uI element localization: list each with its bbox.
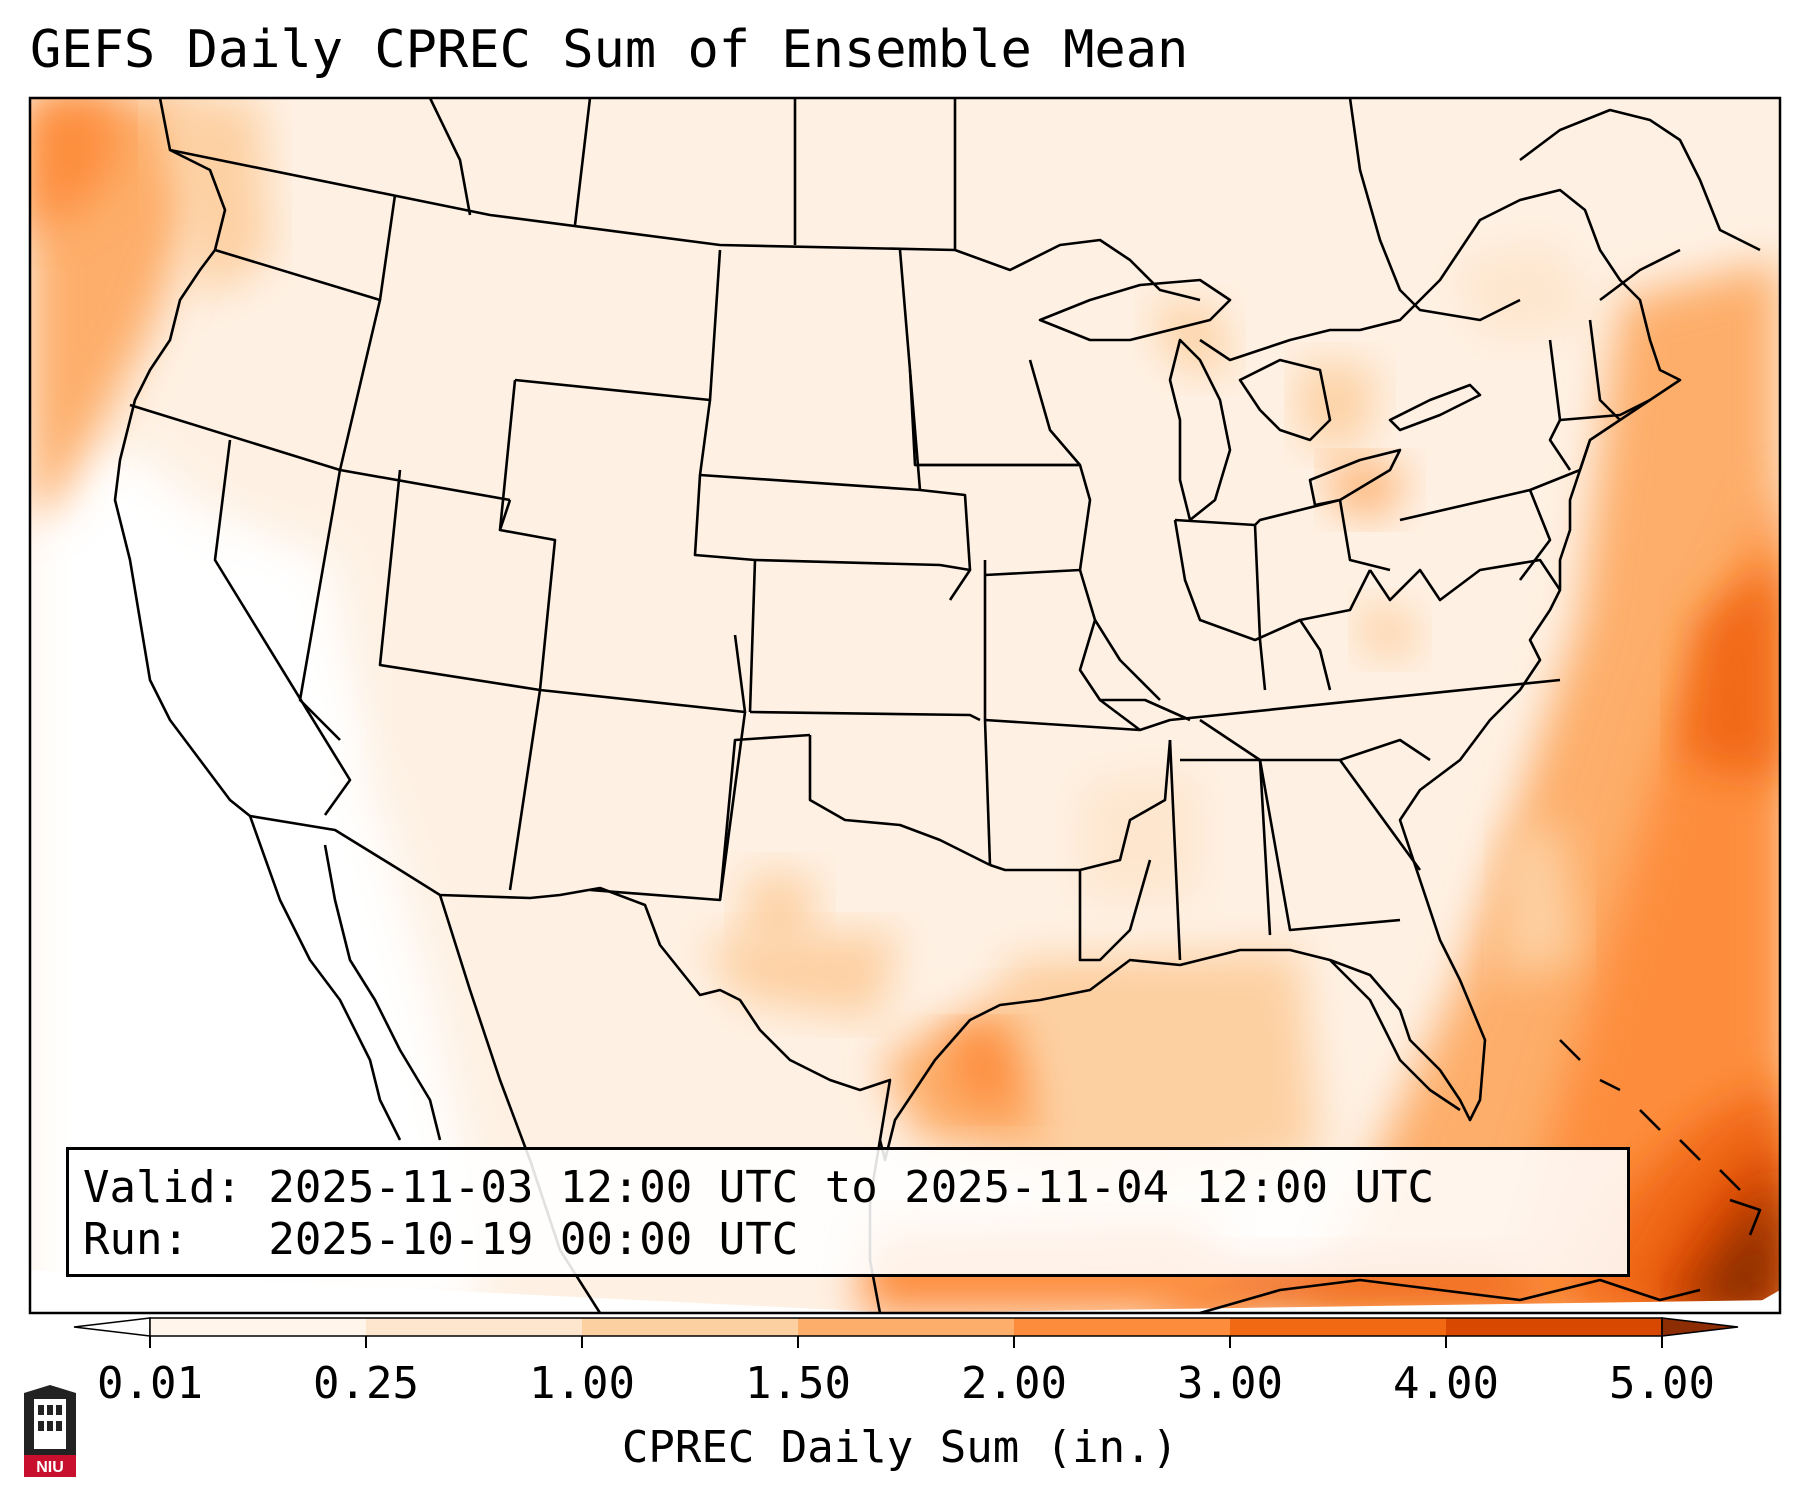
colorbar-segment bbox=[150, 1318, 367, 1336]
colorbar-outline bbox=[149, 1317, 1663, 1337]
map-frame bbox=[28, 96, 1782, 1315]
page-title: GEFS Daily CPREC Sum of Ensemble Mean bbox=[30, 20, 1189, 80]
colorbar-tick-label: 4.00 bbox=[1393, 1358, 1499, 1409]
colorbar-segment bbox=[1230, 1318, 1447, 1336]
colorbar-tick-label: 2.00 bbox=[961, 1358, 1067, 1409]
colorbar-tick-label: 3.00 bbox=[1177, 1358, 1283, 1409]
run-time-line: Run: 2025-10-19 00:00 UTC bbox=[83, 1214, 799, 1265]
colorbar-tick-label: 5.00 bbox=[1609, 1358, 1715, 1409]
colorbar-segment bbox=[798, 1318, 1015, 1336]
colorbar-segment bbox=[1446, 1318, 1663, 1336]
colorbar-label: CPREC Daily Sum (in.) bbox=[621, 1422, 1179, 1473]
colorbar-segment bbox=[366, 1318, 583, 1336]
colorbar-tick-label: 1.00 bbox=[529, 1358, 635, 1409]
colorbar-segment bbox=[1014, 1318, 1231, 1336]
valid-time-line: Valid: 2025-11-03 12:00 UTC to 2025-11-0… bbox=[83, 1162, 1435, 1213]
projection-edge bbox=[30, 1270, 1780, 1313]
colorbar-segment bbox=[582, 1318, 799, 1336]
colorbar-tick-label: 1.50 bbox=[745, 1358, 851, 1409]
valid-run-info-box: Valid: 2025-11-03 12:00 UTC to 2025-11-0… bbox=[66, 1147, 1630, 1277]
logo-text: NIU bbox=[36, 1459, 64, 1476]
colorbar-extend-high bbox=[1661, 1317, 1739, 1337]
university-tower-icon: NIU bbox=[24, 1385, 76, 1477]
colorbar-tick-label: 0.25 bbox=[313, 1358, 419, 1409]
colorbar bbox=[73, 1317, 1739, 1348]
precip-field bbox=[30, 98, 1780, 1313]
colorbar-extend-low bbox=[73, 1317, 151, 1337]
colorbar-tick-label: 0.01 bbox=[97, 1358, 203, 1409]
